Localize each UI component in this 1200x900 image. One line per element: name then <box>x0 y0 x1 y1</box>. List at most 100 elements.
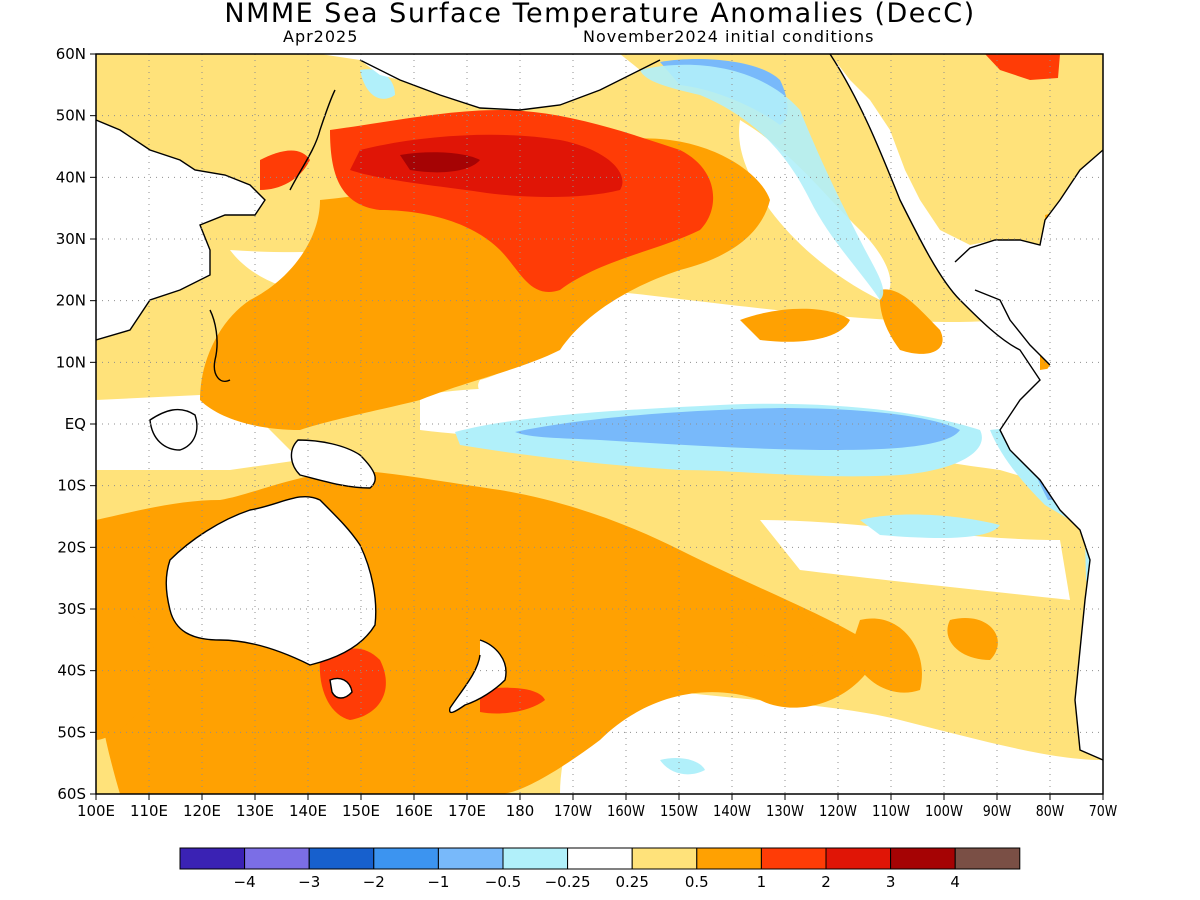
latitude-label: 50S <box>57 723 86 741</box>
latitude-label: 30N <box>56 230 86 248</box>
longitude-label: 80W <box>1036 802 1065 820</box>
colorbar-label: −3 <box>298 873 320 891</box>
australia-coast <box>165 495 377 666</box>
longitude-label: 100W <box>925 802 963 820</box>
longitude-label: 150W <box>660 802 698 820</box>
colorbar-label: 2 <box>821 873 831 891</box>
colorbar-swatch <box>760 847 827 870</box>
colorbar-swatch <box>696 847 762 870</box>
colorbar-swatch <box>373 847 439 870</box>
borneo-land <box>150 409 197 450</box>
longitude-label: 120E <box>183 802 221 820</box>
longitude-label: 120W <box>819 802 857 820</box>
anomaly-field <box>96 54 1103 794</box>
anomaly-cool-california-current <box>640 64 884 301</box>
latitude-label: EQ <box>65 415 86 433</box>
longitude-labels: 100E 110E 120E 130E 140E 150E 160E 170E 180 170W 1… <box>77 794 1117 820</box>
colorbar-label: 0.5 <box>685 873 709 891</box>
colorbar-label: −2 <box>363 873 385 891</box>
central-america-coast <box>974 289 1051 366</box>
anomaly-red-japan-sea <box>260 150 310 190</box>
anomaly-deepred-core <box>400 152 480 173</box>
latitude-labels: 60N 50N 40N 30N 20N 10N EQ 10S 20S 30S 40S 50S 60S <box>56 45 96 803</box>
anomaly-cool-south-patch <box>660 758 705 775</box>
longitude-label: 150E <box>342 802 380 820</box>
latitude-label: 40S <box>57 662 86 680</box>
latitude-label: 10N <box>56 353 86 371</box>
colorbar-swatch <box>631 847 698 870</box>
latitude-label: 50N <box>56 107 86 125</box>
colorbar-swatch <box>179 847 246 870</box>
new-guinea-coast <box>290 439 376 489</box>
colorbar-swatch <box>437 847 504 870</box>
valid-month-label: Apr2025 <box>283 27 359 46</box>
north-america-west-land <box>830 54 1040 380</box>
map-title: NMME Sea Surface Temperature Anomalies (… <box>224 0 976 29</box>
longitude-label: 140E <box>289 802 327 820</box>
colorbar-swatch <box>308 847 375 870</box>
new-zealand-land <box>449 640 506 713</box>
colorbar-label: −0.5 <box>485 873 521 891</box>
anomaly-orange-blob-3 <box>947 618 998 660</box>
colorbar-label: 4 <box>950 873 960 891</box>
colorbar-swatch <box>825 847 892 870</box>
longitude-label: 140W <box>713 802 751 820</box>
longitude-label: 130W <box>766 802 804 820</box>
longitude-label: 100E <box>77 802 115 820</box>
colorbar-swatch <box>502 847 569 870</box>
anomaly-cool-south-east <box>860 514 1000 538</box>
longitude-label: 160E <box>395 802 433 820</box>
longitude-label: 70W <box>1089 802 1118 820</box>
anomaly-orange-southwest <box>96 600 160 740</box>
latitude-label: 40N <box>56 168 86 186</box>
bering-siberia-land <box>320 54 640 110</box>
anomaly-red-hudson <box>985 54 1060 80</box>
anomaly-red-nz <box>480 687 545 714</box>
colorbar-label: 0.25 <box>615 873 648 891</box>
latitude-label: 60N <box>56 45 86 63</box>
colorbar-label: 3 <box>886 873 896 891</box>
colorbar-swatch <box>954 847 1021 870</box>
latitude-label: 20S <box>57 538 86 556</box>
colorbar-swatch <box>890 847 956 870</box>
asia-coast <box>96 119 266 341</box>
anomaly-red-tasman <box>319 648 386 720</box>
tasmania-land <box>330 678 352 698</box>
colorbar <box>179 847 1021 870</box>
anomaly-orange-blob-1 <box>740 598 820 661</box>
colorbar-labels: −4 −3 −2 −1 −0.5 −0.25 0.25 0.5 1 2 3 4 <box>234 873 960 891</box>
coastlines <box>96 54 1103 761</box>
anomaly-white-indo <box>96 395 300 470</box>
japan-coast <box>289 89 336 191</box>
longitude-label: 130E <box>236 802 274 820</box>
latitude-label: 60S <box>57 785 86 803</box>
longitude-label: 90W <box>983 802 1012 820</box>
longitude-label: 170E <box>448 802 486 820</box>
borneo-coast <box>149 408 198 451</box>
americas-west-coast <box>829 54 1103 761</box>
longitude-label: 110E <box>130 802 168 820</box>
bering-coast <box>359 59 661 111</box>
initial-conditions-label: November2024 initial conditions <box>583 27 875 46</box>
colorbar-swatch <box>244 847 310 870</box>
anomaly-darkred-core <box>350 134 623 197</box>
colorbar-label: −0.25 <box>545 873 591 891</box>
americas-land <box>830 54 1103 794</box>
anomaly-orange-blob-4 <box>740 308 850 342</box>
anomaly-cool-tongue-medium <box>515 408 960 450</box>
longitude-label: 110W <box>872 802 910 820</box>
anomaly-orange-blob-2 <box>850 618 922 693</box>
australia-land <box>166 496 376 665</box>
new-zealand-coast <box>448 639 507 714</box>
anomaly-orange-blob-5 <box>879 289 943 354</box>
colorbar-label: 1 <box>757 873 767 891</box>
colorbar-label: −4 <box>234 873 256 891</box>
tasmania-coast <box>329 677 353 699</box>
latitude-label: 10S <box>57 477 86 495</box>
gulf-atlantic-coast <box>954 149 1103 263</box>
anomaly-cool-kamchatka <box>360 69 395 99</box>
colorbar-label: −1 <box>427 873 449 891</box>
colorbar-swatch <box>567 847 633 870</box>
longitude-label: 160W <box>607 802 645 820</box>
